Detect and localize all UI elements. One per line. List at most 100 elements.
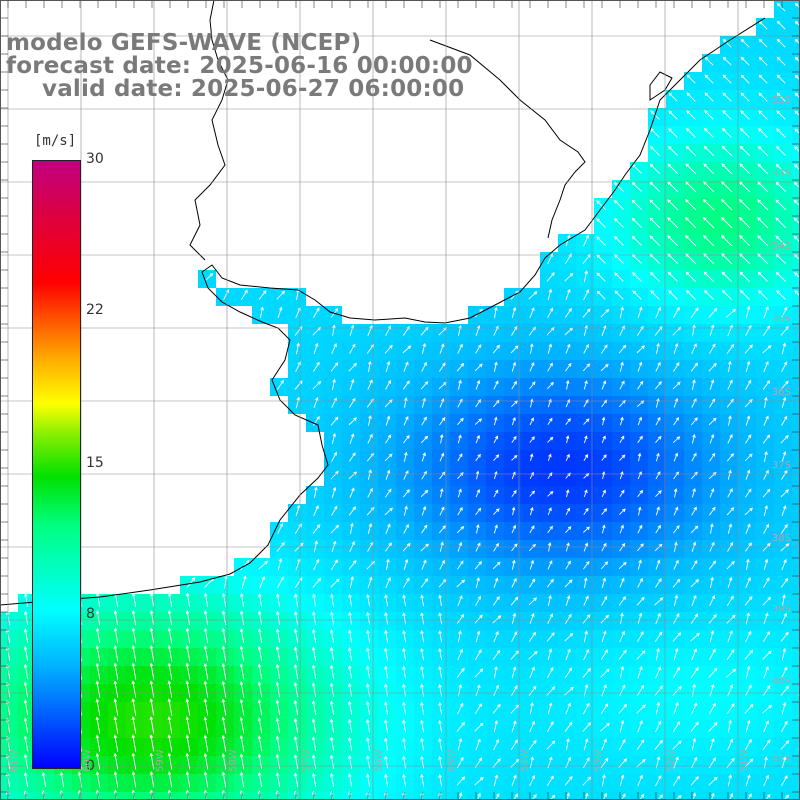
wind-arrow [763, 360, 769, 373]
wind-arrow [203, 627, 209, 644]
wind-arrow [95, 627, 101, 644]
wind-arrow [131, 716, 137, 734]
wind-arrow [727, 630, 733, 643]
wind-cell [792, 54, 800, 72]
wind-arrow [708, 417, 717, 426]
lat-label: 32S [771, 95, 791, 106]
wind-arrow [703, 127, 714, 138]
wind-arrow [704, 74, 714, 84]
wind-arrow [529, 578, 536, 588]
wind-arrow [311, 700, 317, 715]
wind-cell [648, 792, 666, 800]
wind-arrow [457, 648, 464, 661]
wind-arrow [668, 290, 678, 300]
wind-arrow [475, 577, 480, 588]
wind-arrow [457, 507, 463, 516]
wind-cell [360, 792, 378, 800]
wind-arrow [384, 719, 389, 733]
wind-arrow [781, 306, 788, 319]
wind-arrow [239, 698, 245, 716]
wind-arrow [637, 774, 643, 787]
wind-arrow [185, 662, 191, 680]
wind-arrow [439, 452, 445, 462]
wind-arrow [726, 507, 735, 516]
wind-arrow [618, 703, 628, 714]
wind-arrow [780, 740, 790, 750]
wind-arrow [744, 453, 753, 462]
wind-arrow [619, 454, 626, 461]
wind-arrow [185, 789, 190, 800]
colorbar-tick-15: 15 [86, 455, 104, 471]
wind-arrow [708, 307, 718, 318]
wind-cell [180, 792, 198, 800]
wind-cell [792, 558, 800, 576]
wind-arrow [510, 345, 519, 354]
wind-arrow [740, 110, 750, 120]
wind-arrow [511, 454, 518, 461]
wind-arrow [650, 290, 660, 300]
wind-cell [792, 702, 800, 720]
wind-arrow [95, 789, 100, 800]
wind-arrow [275, 772, 281, 788]
wind-arrow [239, 735, 245, 752]
wind-cell [306, 792, 324, 800]
wind-arrow [95, 680, 101, 698]
wind-arrow [510, 739, 518, 751]
wind-arrow [690, 417, 698, 426]
wind-arrow [167, 645, 173, 662]
wind-cell [342, 792, 360, 800]
wind-cell [792, 576, 800, 594]
wind-arrow [613, 235, 624, 246]
wind-arrow [654, 685, 663, 696]
wind-arrow [601, 416, 606, 426]
wind-arrow [565, 288, 571, 301]
wind-arrow [673, 613, 680, 625]
wind-arrow [703, 253, 715, 265]
wind-arrow [632, 290, 642, 300]
wind-arrow [329, 772, 335, 787]
wind-cell [594, 792, 612, 800]
colorbar-unit: [m/s] [34, 133, 77, 149]
wind-arrow [744, 344, 753, 354]
wind-arrow [511, 524, 517, 534]
lat-label: 37S [771, 460, 791, 471]
wind-arrow [367, 487, 373, 498]
wind-arrow [636, 543, 644, 552]
wind-arrow [384, 629, 389, 643]
wind-cell [468, 792, 486, 800]
wind-cell [792, 720, 800, 738]
wind-arrow [511, 577, 517, 588]
wind-arrow [203, 610, 209, 625]
wind-arrow [763, 577, 770, 588]
wind-arrow [348, 417, 357, 426]
wind-arrow [655, 612, 661, 625]
lagoon-outline [429, 39, 673, 239]
wind-arrow [221, 663, 227, 680]
wind-cell [792, 378, 800, 396]
wind-arrow [691, 702, 698, 715]
wind-arrow [781, 470, 788, 480]
wind-arrow [745, 577, 751, 588]
wind-arrow [366, 773, 371, 787]
wind-arrow [744, 703, 754, 714]
wind-arrow [529, 506, 534, 516]
wind-arrow [564, 721, 573, 732]
wind-arrow [637, 489, 644, 498]
wind-cell [288, 792, 306, 800]
wind-arrow [295, 361, 302, 372]
wind-arrow [95, 592, 101, 607]
wind-cell [792, 90, 800, 108]
wind-arrow [529, 471, 534, 480]
wind-arrow [619, 774, 625, 787]
wind-arrow [703, 163, 715, 175]
wind-arrow [312, 593, 317, 607]
wind-arrow [275, 610, 281, 625]
wind-cell [792, 0, 800, 18]
wind-arrow [475, 379, 481, 390]
wind-arrow [582, 722, 592, 732]
wind-arrow [763, 612, 769, 625]
wind-arrow [691, 737, 697, 751]
wind-arrow [23, 717, 29, 734]
wind-arrow [493, 435, 499, 444]
lat-label: 39S [771, 604, 791, 615]
